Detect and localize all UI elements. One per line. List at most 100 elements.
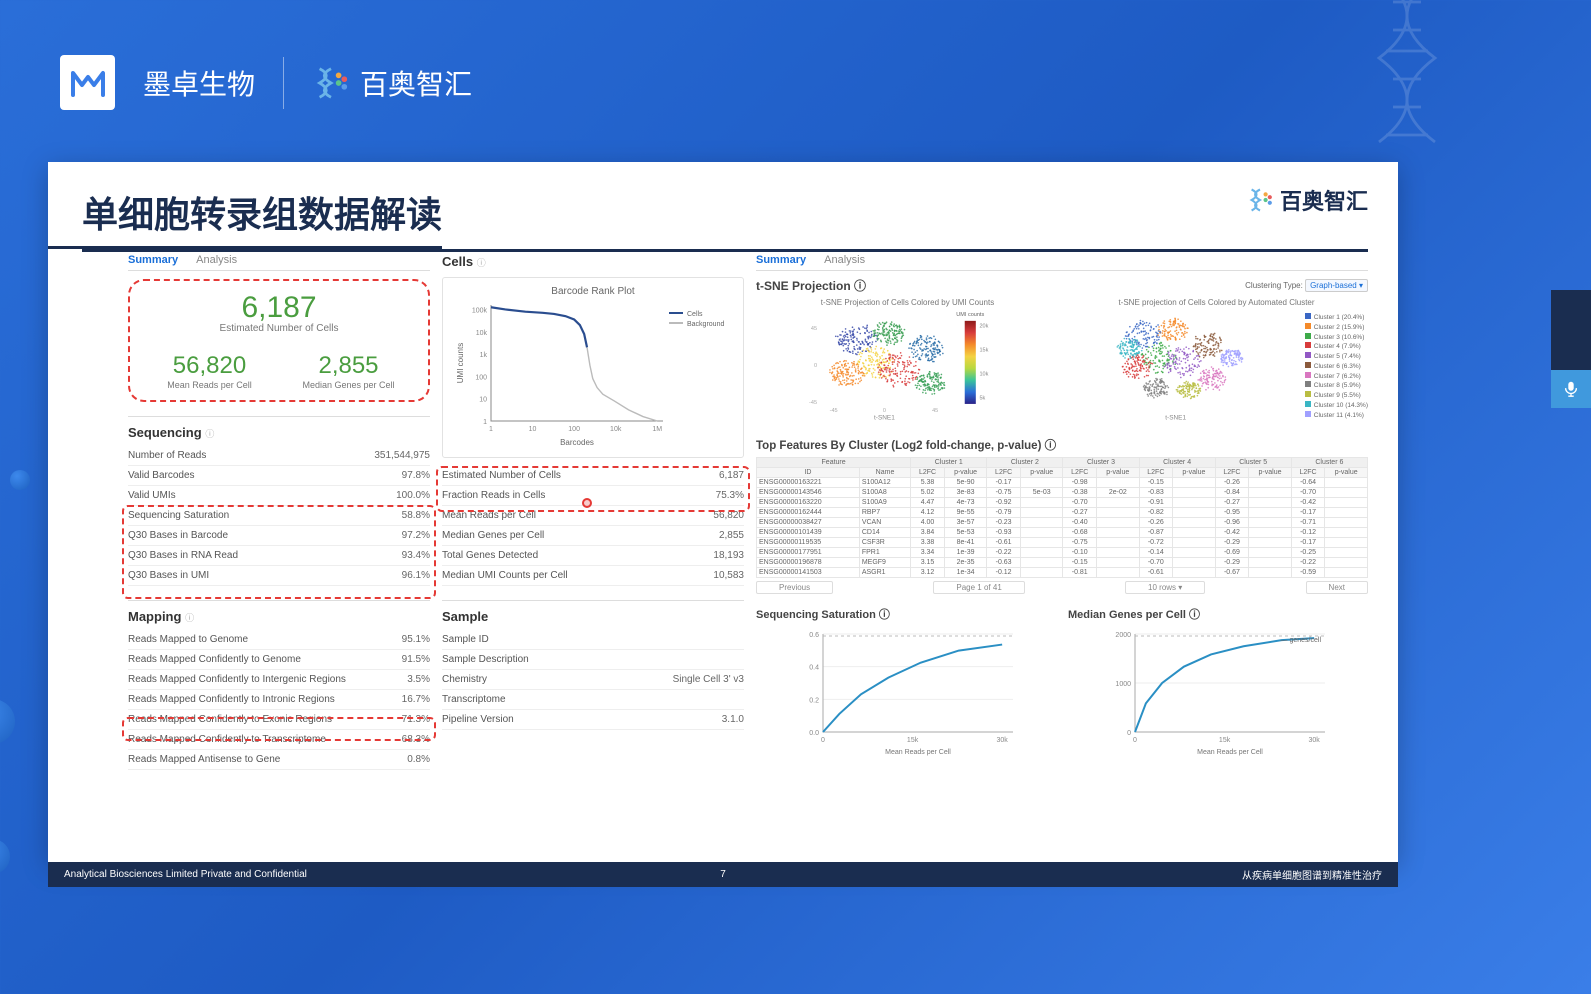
bg-bubble — [10, 470, 30, 490]
help-icon[interactable]: ⓘ — [1045, 440, 1057, 452]
help-icon[interactable]: ⓘ — [1189, 609, 1200, 621]
pager-next[interactable]: Next — [1306, 581, 1368, 594]
svg-text:1: 1 — [489, 426, 493, 433]
svg-text:100: 100 — [568, 426, 580, 433]
help-icon[interactable]: ⓘ — [477, 258, 486, 268]
tsne-cluster-panel: t-SNE projection of Cells Colored by Aut… — [1065, 298, 1368, 427]
svg-text:1: 1 — [483, 419, 487, 426]
barcode-rank-plot: Barcode Rank Plot 1101001k10k100k1101001… — [442, 277, 744, 458]
left-column: Summary Analysis 6,187 Estimated Number … — [128, 254, 430, 852]
svg-text:1k: 1k — [480, 352, 488, 359]
svg-text:t-SNE1: t-SNE1 — [1165, 415, 1186, 422]
svg-text:0.4: 0.4 — [809, 665, 819, 672]
kv-row: Q30 Bases in UMI96.1% — [128, 566, 430, 586]
svg-text:0.0: 0.0 — [809, 730, 819, 737]
median-genes-chart: Median Genes per Cell ⓘ 010002000015k30k… — [1068, 606, 1368, 756]
help-icon[interactable]: ⓘ — [854, 279, 866, 293]
features-table-section: Top Features By Cluster (Log2 fold-chang… — [756, 437, 1368, 594]
key-metrics-box: 6,187 Estimated Number of Cells 56,820 M… — [128, 279, 430, 402]
tsne-header: t-SNE Projection ⓘ Clustering Type: Grap… — [756, 277, 1368, 294]
legend-item: Cluster 5 (7.4%) — [1305, 352, 1368, 362]
svg-text:Mean Reads per Cell: Mean Reads per Cell — [1197, 749, 1263, 756]
logo-divider — [283, 57, 284, 109]
svg-text:-45: -45 — [830, 408, 838, 414]
help-icon[interactable]: ⓘ — [205, 429, 214, 439]
sequencing-section: Sequencing ⓘ Number of Reads351,544,975V… — [128, 416, 430, 586]
pager-page: Page 1 of 41 — [933, 581, 1024, 594]
table-pager: Previous Page 1 of 41 10 rows ▾ Next — [756, 581, 1368, 594]
kv-row: Valid UMIs100.0% — [128, 486, 430, 506]
svg-text:15k: 15k — [907, 737, 919, 744]
kv-row: Median Genes per Cell2,855 — [442, 526, 744, 546]
footer-page-num: 7 — [720, 869, 726, 880]
tab-analysis[interactable]: Analysis — [196, 254, 237, 266]
kv-row: Reads Mapped to Genome95.1% — [128, 630, 430, 650]
bg-bubble — [0, 839, 10, 874]
svg-text:10k: 10k — [610, 426, 622, 433]
help-icon[interactable]: ⓘ — [879, 609, 890, 621]
saturation-chart: Sequencing Saturation ⓘ 0.00.20.40.6015k… — [756, 606, 1056, 756]
svg-text:0: 0 — [883, 408, 886, 414]
kv-row: Valid Barcodes97.8% — [128, 466, 430, 486]
tab-summary-r[interactable]: Summary — [756, 254, 806, 266]
svg-text:UMI counts: UMI counts — [956, 312, 984, 318]
svg-text:0: 0 — [1127, 730, 1131, 737]
kv-row: Reads Mapped Confidently to Transcriptom… — [128, 730, 430, 750]
svg-text:20k: 20k — [980, 323, 989, 329]
svg-text:1M: 1M — [652, 426, 662, 433]
svg-text:0: 0 — [1133, 737, 1137, 744]
metric-mean-reads: 56,820 Mean Reads per Cell — [140, 352, 279, 390]
help-icon[interactable]: ⓘ — [185, 613, 194, 623]
kv-row: Number of Reads351,544,975 — [128, 446, 430, 466]
kv-row: Sequencing Saturation58.8% — [128, 506, 430, 526]
pager-rows[interactable]: 10 rows ▾ — [1125, 581, 1205, 594]
svg-text:10: 10 — [529, 426, 537, 433]
slide: 单细胞转录组数据解读 百奥智汇 Summary Analysis 6,187 E… — [48, 162, 1398, 862]
kv-row: Median UMI Counts per Cell10,583 — [442, 566, 744, 586]
svg-text:Background: Background — [687, 321, 724, 328]
legend-item: Cluster 1 (20.4%) — [1305, 313, 1368, 323]
participant-thumbnail[interactable] — [1551, 290, 1591, 370]
middle-column: Cells ⓘ Barcode Rank Plot 1101001k10k100… — [442, 254, 744, 852]
kv-row: Fraction Reads in Cells75.3% — [442, 486, 744, 506]
legend-item: Cluster 3 (10.6%) — [1305, 333, 1368, 343]
tsne-umi-panel: t-SNE Projection of Cells Colored by UMI… — [756, 298, 1059, 427]
footer-right: 从疾病单细胞图谱到精准性治疗 — [1242, 867, 1382, 882]
bg-bubble — [0, 699, 15, 744]
kv-row: Q30 Bases in RNA Read93.4% — [128, 546, 430, 566]
kv-row: ChemistrySingle Cell 3' v3 — [442, 670, 744, 690]
svg-text:30k: 30k — [1308, 737, 1320, 744]
slide-content: Summary Analysis 6,187 Estimated Number … — [128, 254, 1368, 852]
svg-text:5k: 5k — [980, 395, 986, 401]
kv-row: Pipeline Version3.1.0 — [442, 710, 744, 730]
pager-prev[interactable]: Previous — [756, 581, 833, 594]
svg-text:1000: 1000 — [1115, 681, 1131, 688]
svg-text:10k: 10k — [980, 371, 989, 377]
svg-text:10k: 10k — [476, 330, 488, 337]
svg-text:2000: 2000 — [1115, 632, 1131, 639]
sample-section: Sample Sample IDSample DescriptionChemis… — [442, 600, 744, 730]
legend-item: Cluster 6 (6.3%) — [1305, 362, 1368, 372]
kv-row: Transcriptome — [442, 690, 744, 710]
laser-pointer — [582, 498, 592, 508]
clustering-type-select[interactable]: Graph-based ▾ — [1305, 279, 1368, 292]
svg-text:t-SNE1: t-SNE1 — [874, 415, 895, 422]
svg-text:Cells: Cells — [687, 311, 703, 318]
tab-analysis-r[interactable]: Analysis — [824, 254, 865, 266]
svg-text:0.6: 0.6 — [809, 632, 819, 639]
mapping-section: Mapping ⓘ Reads Mapped to Genome95.1%Rea… — [128, 600, 430, 770]
tsne-panels: t-SNE Projection of Cells Colored by UMI… — [756, 298, 1368, 427]
svg-text:-45: -45 — [809, 400, 817, 406]
slide-footer: Analytical Biosciences Limited Private a… — [48, 862, 1398, 887]
svg-text:45: 45 — [811, 326, 817, 332]
svg-text:— genes/cell: — genes/cell — [1281, 637, 1322, 644]
kv-row: Estimated Number of Cells6,187 — [442, 466, 744, 486]
svg-text:30k: 30k — [996, 737, 1008, 744]
kv-row: Total Genes Detected18,193 — [442, 546, 744, 566]
svg-text:15k: 15k — [980, 347, 989, 353]
tab-summary[interactable]: Summary — [128, 254, 178, 266]
cells-section: Cells ⓘ Barcode Rank Plot 1101001k10k100… — [442, 254, 744, 586]
baiao-logo: 百奥智汇 — [312, 63, 472, 103]
mic-button[interactable] — [1551, 370, 1591, 408]
kv-row: Q30 Bases in Barcode97.2% — [128, 526, 430, 546]
